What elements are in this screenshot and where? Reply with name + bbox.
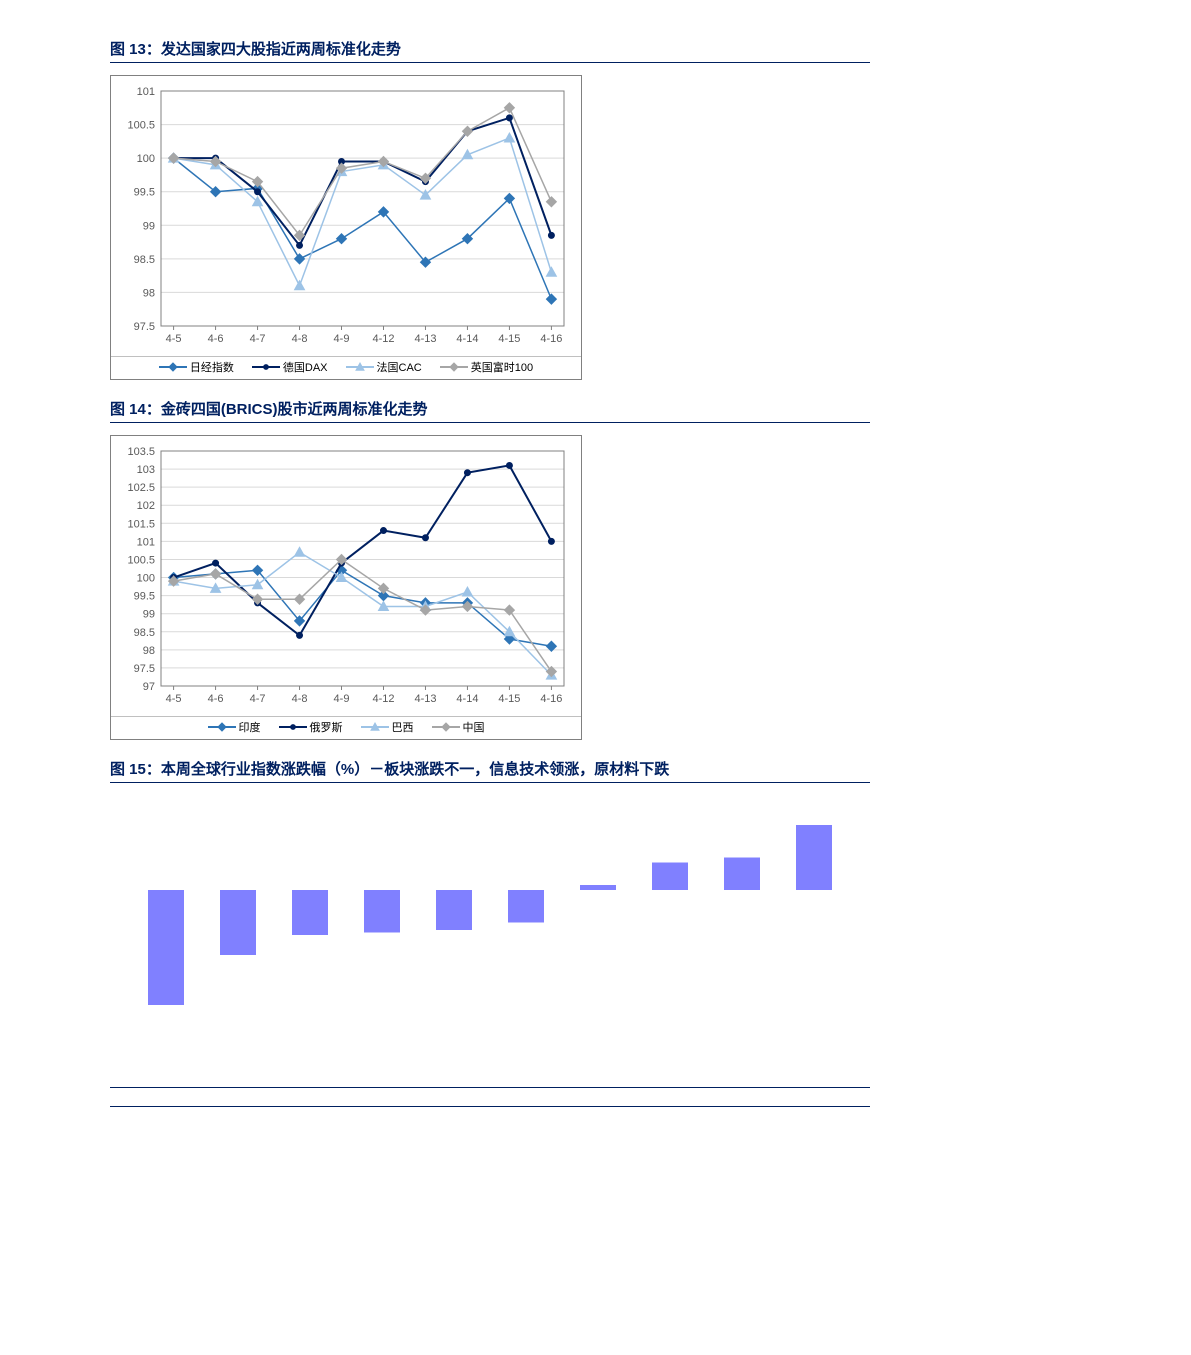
svg-text:101.5: 101.5 — [127, 518, 155, 530]
legend-label: 英国富时100 — [471, 359, 533, 375]
legend-item: 俄罗斯 — [279, 719, 343, 735]
svg-text:4-5: 4-5 — [166, 333, 182, 345]
svg-text:4-9: 4-9 — [334, 693, 350, 705]
svg-text:97.5: 97.5 — [134, 321, 155, 333]
fig14-title: 图 14：金砖四国(BRICS)股市近两周标准化走势 — [110, 398, 870, 423]
legend-label: 德国DAX — [283, 359, 328, 375]
svg-text:4-15: 4-15 — [498, 333, 520, 345]
svg-text:4-9: 4-9 — [334, 333, 350, 345]
svg-text:97.5: 97.5 — [134, 663, 155, 675]
footer-divider — [110, 1085, 1081, 1107]
legend-item: 日经指数 — [159, 359, 234, 375]
svg-text:4-13: 4-13 — [414, 693, 436, 705]
svg-text:99: 99 — [143, 220, 155, 232]
fig14-chart: 97 97.5 98 98.5 99 99.5 100 100.5 101 101.5 102 102… — [110, 435, 582, 740]
svg-text:99.5: 99.5 — [134, 591, 155, 603]
svg-text:4-8: 4-8 — [292, 333, 308, 345]
legend-label: 印度 — [239, 719, 261, 735]
svg-text:4-14: 4-14 — [456, 333, 478, 345]
svg-text:4-6: 4-6 — [208, 693, 224, 705]
svg-text:4-5: 4-5 — [166, 693, 182, 705]
svg-text:100.5: 100.5 — [127, 554, 155, 566]
svg-text:4-15: 4-15 — [498, 693, 520, 705]
legend-item: 德国DAX — [252, 359, 328, 375]
legend-label: 法国CAC — [377, 359, 422, 375]
svg-text:4-13: 4-13 — [414, 333, 436, 345]
svg-text:100.5: 100.5 — [127, 120, 155, 132]
svg-text:103: 103 — [137, 464, 155, 476]
legend-item: 英国富时100 — [440, 359, 533, 375]
fig13-chart: 97.5 98 98.5 99 99.5 100 100.5 101 4-5 4-6 4-7 4-8 4… — [110, 75, 582, 380]
legend-item: 巴西 — [361, 719, 414, 735]
legend-label: 中国 — [463, 719, 485, 735]
svg-text:4-12: 4-12 — [372, 333, 394, 345]
svg-text:4-6: 4-6 — [208, 333, 224, 345]
svg-text:4-12: 4-12 — [372, 693, 394, 705]
svg-text:98: 98 — [143, 287, 155, 299]
svg-text:101: 101 — [137, 86, 155, 98]
svg-text:98.5: 98.5 — [134, 627, 155, 639]
svg-text:98: 98 — [143, 645, 155, 657]
svg-text:102: 102 — [137, 500, 155, 512]
svg-text:100: 100 — [137, 153, 155, 165]
fig15-chart — [110, 795, 870, 1035]
svg-text:102.5: 102.5 — [127, 482, 155, 494]
svg-text:98.5: 98.5 — [134, 254, 155, 266]
svg-text:100: 100 — [137, 573, 155, 585]
legend-label: 日经指数 — [190, 359, 234, 375]
svg-text:4-16: 4-16 — [540, 693, 562, 705]
svg-text:97: 97 — [143, 681, 155, 693]
legend-label: 俄罗斯 — [310, 719, 343, 735]
svg-text:4-8: 4-8 — [292, 693, 308, 705]
svg-text:103.5: 103.5 — [127, 446, 155, 458]
svg-text:4-7: 4-7 — [250, 333, 266, 345]
legend-item: 法国CAC — [346, 359, 422, 375]
svg-text:4-16: 4-16 — [540, 333, 562, 345]
legend-label: 巴西 — [392, 719, 414, 735]
fig15-title: 图 15：本周全球行业指数涨跌幅（%）－板块涨跌不一，信息技术领涨，原材料下跌 — [110, 758, 870, 783]
fig13-legend: 日经指数 德国DAX 法国CAC 英国富时100 — [111, 356, 581, 379]
svg-text:99: 99 — [143, 609, 155, 621]
svg-text:99.5: 99.5 — [134, 187, 155, 199]
svg-text:4-14: 4-14 — [456, 693, 478, 705]
svg-text:4-7: 4-7 — [250, 693, 266, 705]
legend-item: 中国 — [432, 719, 485, 735]
legend-item: 印度 — [208, 719, 261, 735]
fig13-title: 图 13：发达国家四大股指近两周标准化走势 — [110, 38, 870, 63]
svg-text:101: 101 — [137, 536, 155, 548]
fig14-legend: 印度 俄罗斯 巴西 中国 — [111, 716, 581, 739]
